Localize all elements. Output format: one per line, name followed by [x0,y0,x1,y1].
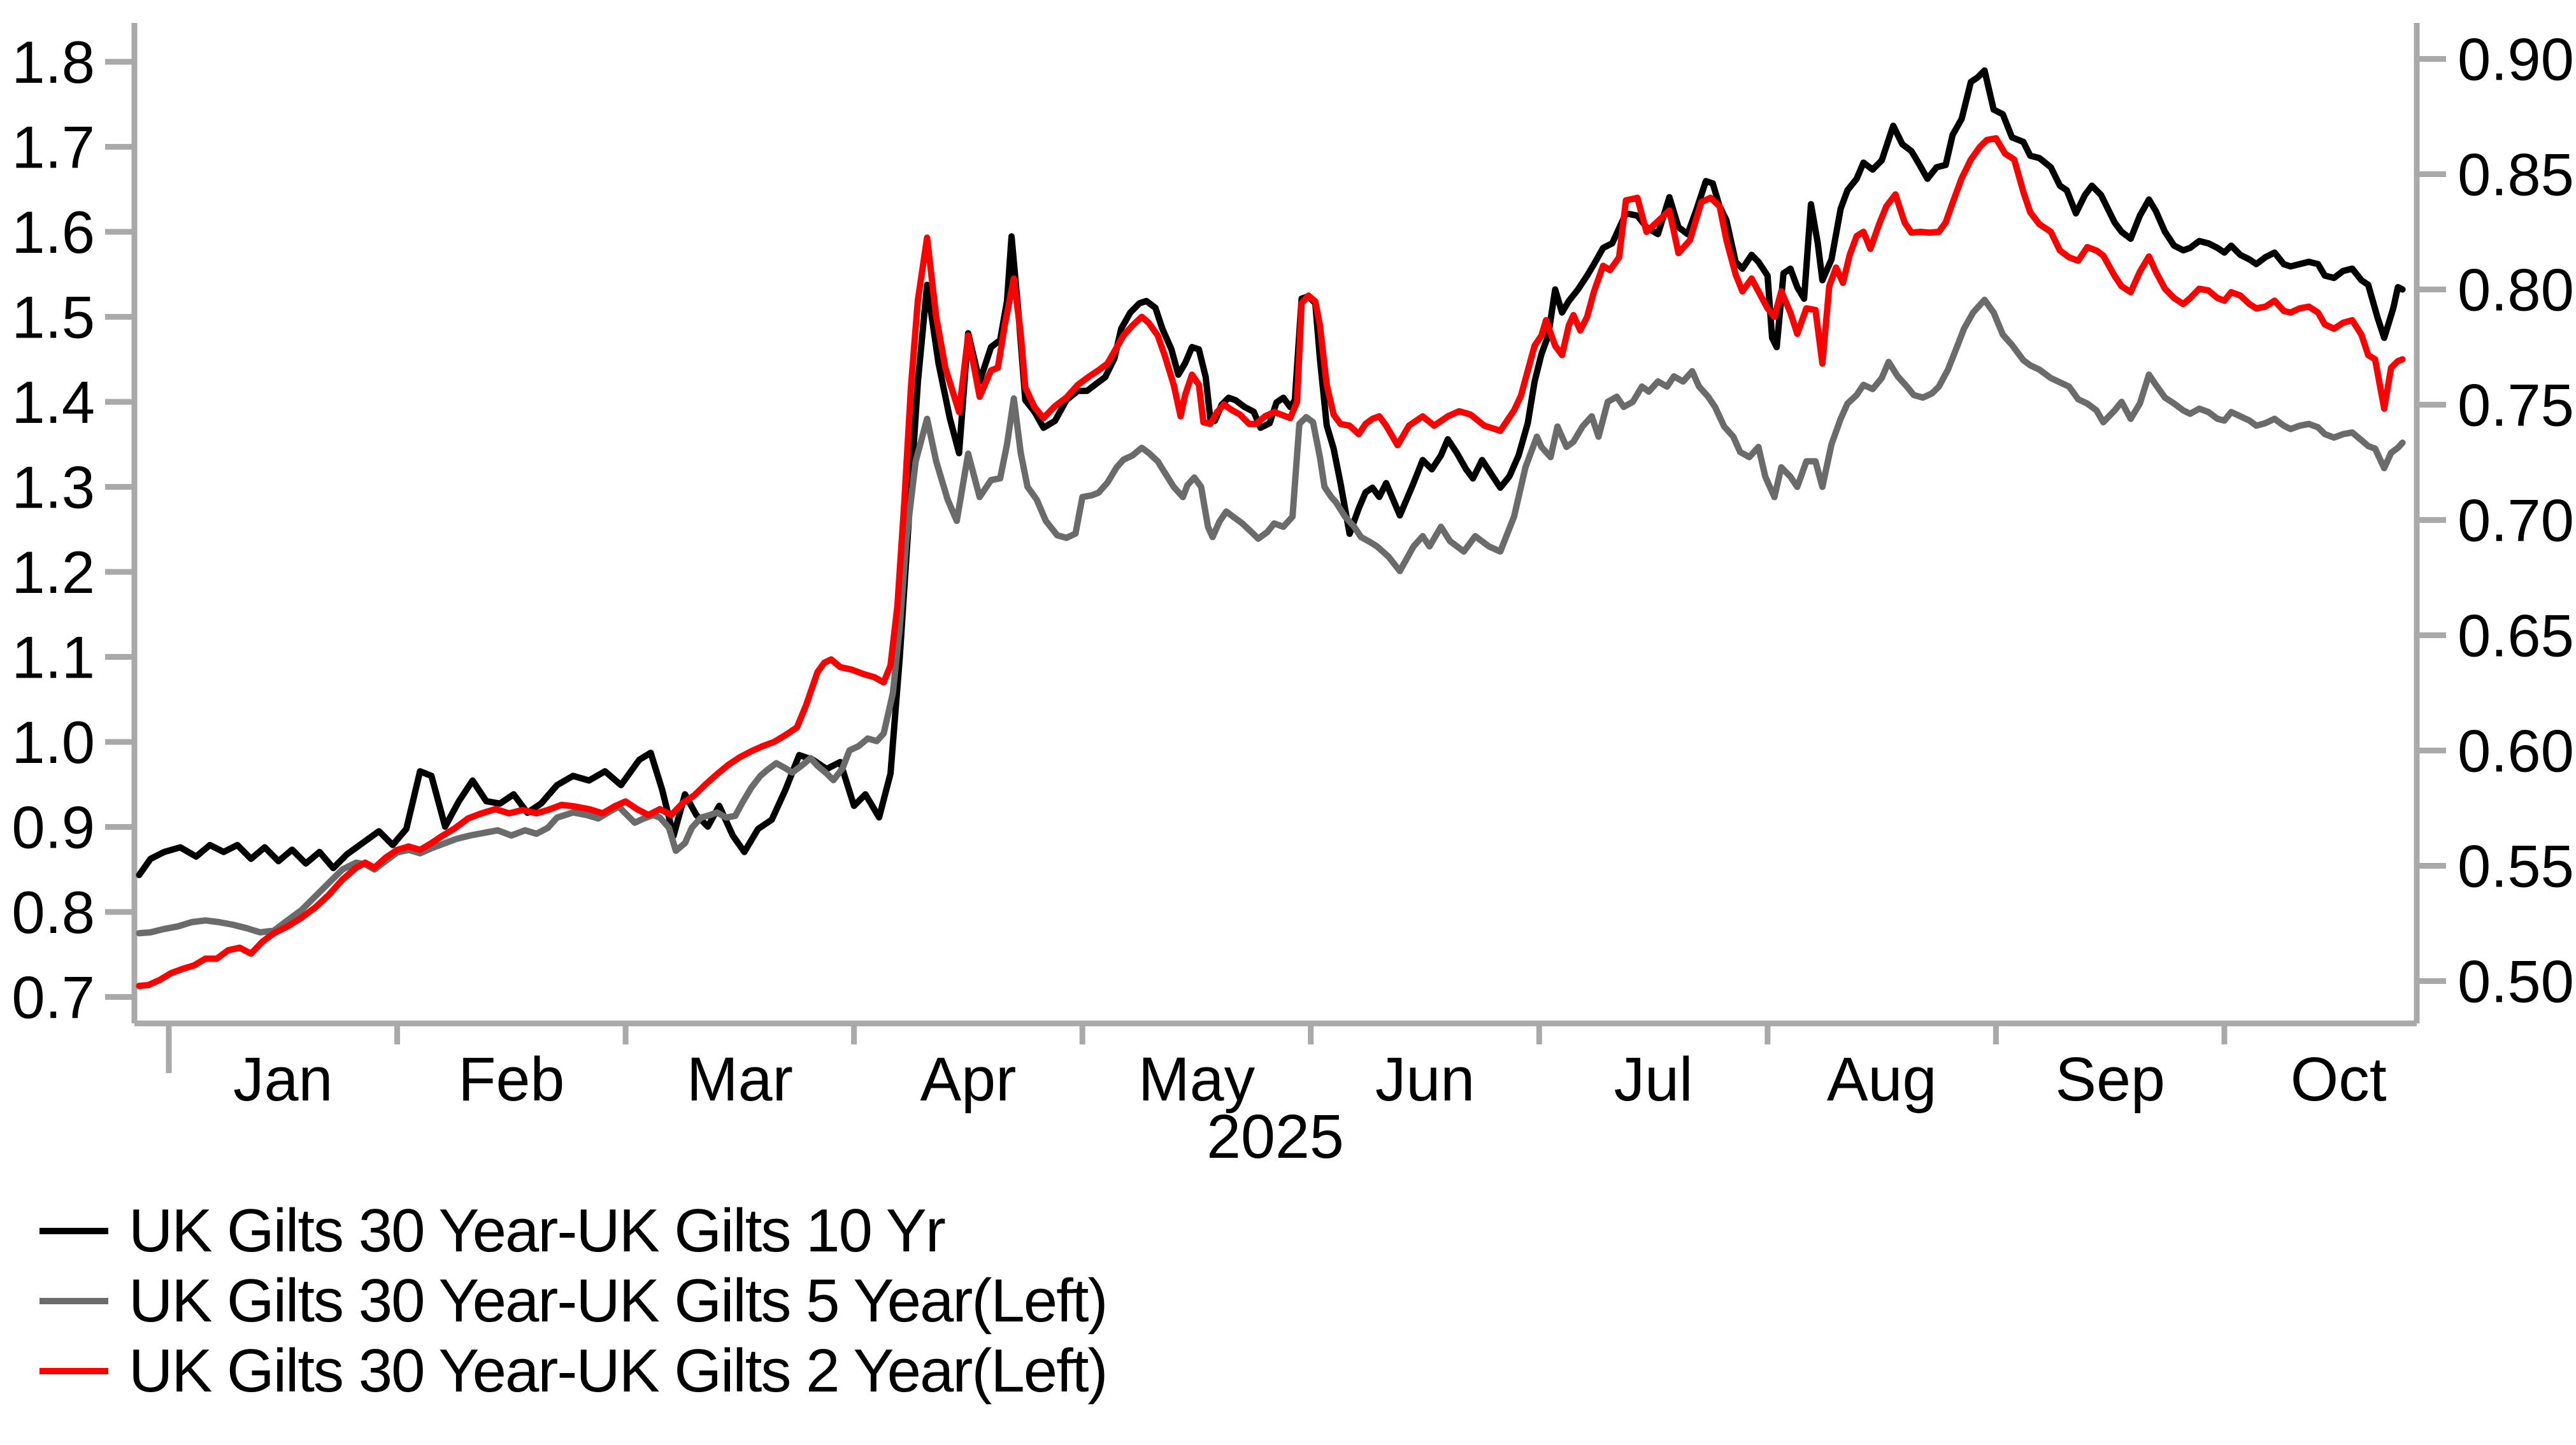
series-line-1 [136,296,2406,937]
legend-swatch-black-line [39,1228,108,1234]
legend-label-5yr: UK Gilts 30 Year-UK Gilts 5 Year(Left) [129,1267,1108,1335]
legend-row-5yr: UK Gilts 30 Year-UK Gilts 5 Year(Left) [39,1266,1108,1336]
left-axis-tick-label: 1.8 [11,29,95,96]
axes-layer [105,23,2446,1073]
x-axis-year-label: 2025 [1206,1102,1344,1171]
right-axis-tick-label: 0.75 [2458,372,2574,439]
left-axis-tick-label: 1.0 [11,709,95,776]
legend-label-10yr: UK Gilts 30 Year-UK Gilts 10 Yr [129,1197,946,1265]
right-axis-tick-label: 0.60 [2458,718,2574,785]
left-axis-tick-label: 1.2 [11,539,95,606]
x-axis-month-label: Oct [2291,1044,2387,1114]
left-axis-tick-label: 1.3 [11,454,95,521]
series-line-0 [136,67,2406,878]
left-axis-tick-label: 0.7 [11,964,95,1031]
x-axis-month-label: Jul [1614,1044,1693,1114]
legend-swatch-gray-line [39,1298,108,1304]
x-axis-month-label: Apr [920,1044,1016,1114]
right-axis-tick-label: 0.50 [2458,948,2574,1015]
right-axis-tick-label: 0.70 [2458,487,2574,554]
right-axis-tick-label: 0.65 [2458,602,2574,669]
legend-label-2yr: UK Gilts 30 Year-UK Gilts 2 Year(Left) [129,1337,1108,1405]
x-axis-month-label: Jun [1375,1044,1475,1114]
x-axis-month-label: May [1138,1044,1256,1114]
legend-row-2yr: UK Gilts 30 Year-UK Gilts 2 Year(Left) [39,1336,1108,1406]
left-axis-tick-label: 0.8 [11,879,95,946]
x-axis-month-label: Sep [2055,1044,2165,1114]
left-axis-tick-label: 1.7 [11,114,95,181]
legend-row-10yr: UK Gilts 30 Year-UK Gilts 10 Yr [39,1196,1106,1266]
labels-layer: 1.8 1.7 1.6 1.5 1.4 1.3 1.2 1.1 1.0 0.9 0.8 0.7 0.90… [11,26,2574,1114]
legend-swatch-red-line [39,1368,108,1374]
x-axis-month-label: Feb [458,1044,564,1114]
x-axis-month-label: Mar [687,1044,793,1114]
legend: UK Gilts 30 Year-UK Gilts 10 Yr UK Gilts… [39,1196,1108,1406]
right-axis-tick-label: 0.55 [2458,833,2574,900]
right-axis-tick-label: 0.85 [2458,141,2574,208]
right-axis-tick-label: 0.80 [2458,257,2574,324]
left-axis-tick-label: 0.9 [11,794,95,861]
left-axis-tick-label: 1.5 [11,284,95,351]
left-axis-tick-label: 1.6 [11,199,95,266]
right-axis-tick-label: 0.90 [2458,26,2574,93]
x-axis-month-label: Jan [233,1044,333,1114]
series-line-2 [136,135,2406,990]
series-layer [136,67,2406,990]
x-axis-month-label: Aug [1827,1044,1937,1114]
left-axis-tick-label: 1.4 [11,369,95,436]
left-axis-tick-label: 1.1 [11,624,95,691]
